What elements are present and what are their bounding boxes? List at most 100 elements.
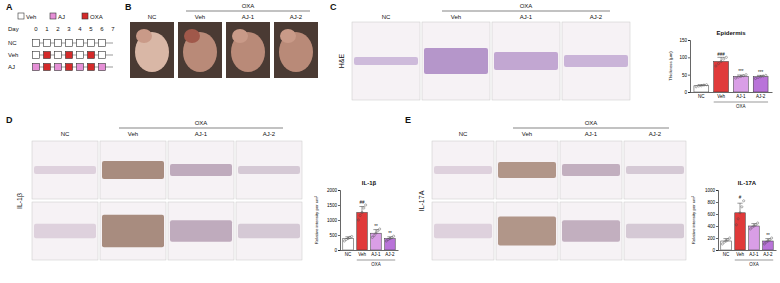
chart: 02004006008001000NCVehAJ-1AJ-2OXA#**IL-1… xyxy=(691,180,777,267)
x-tick: Veh xyxy=(717,94,725,99)
y-tick-label: 0 xyxy=(684,90,687,95)
data-point xyxy=(715,65,717,67)
dose-box xyxy=(44,52,51,59)
y-tick-label: 200 xyxy=(707,236,715,241)
y-tick: 200 xyxy=(707,236,718,241)
dose-box xyxy=(77,52,84,59)
data-point xyxy=(762,75,764,77)
y-axis-title: Relative intensity per um² xyxy=(314,195,319,244)
chart: 050100150NCVehAJ-1AJ-2OXA###******Epider… xyxy=(668,30,773,109)
error-stem xyxy=(375,230,376,234)
y-tick: 0 xyxy=(712,248,718,253)
bar xyxy=(343,239,353,250)
label: OXA xyxy=(520,3,533,9)
group-label: OXA xyxy=(749,262,759,267)
y-tick: 0 xyxy=(684,90,690,95)
group-line xyxy=(186,11,310,12)
label: Veh xyxy=(522,131,532,137)
data-point xyxy=(717,62,719,64)
dose-box xyxy=(55,52,62,59)
day-number: 4 xyxy=(78,26,82,32)
schedule: VehAJOXADay01234567NCVehAJ xyxy=(8,13,115,71)
data-point xyxy=(375,232,377,234)
error-cap xyxy=(737,203,742,204)
label: AJ-1 xyxy=(195,131,208,137)
significance: *** xyxy=(738,69,744,74)
label: AJ-2 xyxy=(649,131,662,137)
micrograph xyxy=(496,202,558,260)
x-axis: NCVehAJ-1AJ-2 xyxy=(341,251,399,258)
micrograph xyxy=(422,22,490,100)
group-header: NCOXAVehAJ-1AJ-2 xyxy=(459,120,669,137)
x-tick: NC xyxy=(698,94,705,99)
y-tick: 150 xyxy=(679,38,690,43)
label: OXA xyxy=(242,3,255,9)
panel-label: B xyxy=(125,2,132,12)
chart-title: Epidermis xyxy=(716,30,746,36)
x-tick-label: NC xyxy=(698,94,705,99)
y-tick-mark xyxy=(338,235,340,236)
y-axis-line xyxy=(716,191,719,251)
x-tick: Veh xyxy=(358,252,366,257)
tissue xyxy=(498,217,556,246)
y-tick-mark xyxy=(716,238,718,239)
x-tick-label: AJ-2 xyxy=(385,252,395,257)
micrograph xyxy=(32,141,98,199)
tissue xyxy=(494,52,558,70)
photo xyxy=(274,22,318,78)
y-tick: 1000 xyxy=(327,218,340,223)
data-point xyxy=(721,243,723,245)
dose-box xyxy=(99,64,106,71)
day-number: 5 xyxy=(89,26,93,32)
dose-box xyxy=(66,52,73,59)
group-header: NCOXAVehAJ-1AJ-2 xyxy=(61,120,283,137)
data-point xyxy=(359,214,361,216)
legend-swatch xyxy=(82,13,88,19)
micrograph xyxy=(100,141,166,199)
y-tick: 50 xyxy=(682,73,690,78)
stain-label: IL-17A xyxy=(418,190,425,211)
y-axis-title: Relative intensity per um² xyxy=(691,195,696,244)
error-stem xyxy=(721,57,722,61)
dose-box xyxy=(55,64,62,71)
significance: ** xyxy=(388,231,392,236)
dose-box xyxy=(33,52,40,59)
data-point xyxy=(765,74,767,76)
data-point xyxy=(763,243,765,245)
y-axis-title: Thickness (μm) xyxy=(668,51,673,81)
label: AJ-2 xyxy=(263,131,276,137)
data-point xyxy=(695,86,697,88)
bar xyxy=(721,241,731,250)
chart: 0500100015002000NCVehAJ-1AJ-2OXA##****IL… xyxy=(314,180,399,267)
data-point xyxy=(357,219,359,221)
tissue xyxy=(238,224,300,238)
dose-box xyxy=(77,64,84,71)
y-tick-label: 800 xyxy=(707,200,715,205)
legend-swatch xyxy=(50,13,56,19)
data-point xyxy=(725,56,727,58)
tissue xyxy=(424,48,488,74)
error-bar xyxy=(359,207,364,213)
x-tick-label: AJ-2 xyxy=(756,94,766,99)
data-point xyxy=(393,235,395,237)
y-tick-label: 400 xyxy=(707,224,715,229)
data-point xyxy=(723,58,725,60)
x-tick-label: NC xyxy=(723,252,730,257)
photo-ear xyxy=(232,29,248,43)
day-number: 0 xyxy=(34,26,38,32)
micrograph xyxy=(32,202,98,260)
micrograph xyxy=(168,202,234,260)
label: AJ-1 xyxy=(520,14,533,20)
group-line xyxy=(513,128,669,129)
x-tick: AJ-2 xyxy=(763,252,773,257)
day-number: 1 xyxy=(45,26,49,32)
micrograph xyxy=(352,22,420,100)
label: OXA xyxy=(585,120,598,126)
error-bar xyxy=(717,57,724,61)
data-point xyxy=(771,237,773,239)
tissue xyxy=(626,166,684,174)
dose-box xyxy=(33,64,40,71)
tissue xyxy=(170,164,232,176)
x-axis-line xyxy=(341,250,399,251)
y-tick-label: 1500 xyxy=(327,203,338,208)
